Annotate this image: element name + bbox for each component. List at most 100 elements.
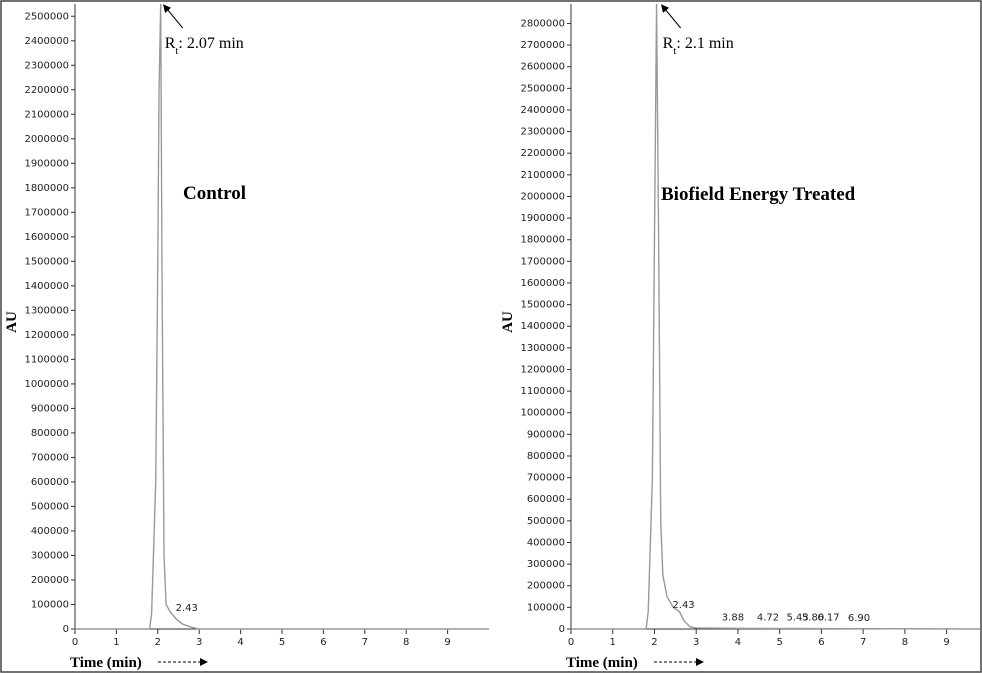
y-tick-label: 400000: [31, 526, 69, 537]
y-tick-label: 2400000: [520, 105, 565, 116]
peak-label: 2.43: [176, 603, 198, 614]
y-tick-label: 1300000: [520, 343, 565, 354]
chromatogram-line: [571, 3, 981, 630]
y-tick-label: 200000: [527, 581, 565, 592]
retention-arrow: [163, 4, 184, 29]
x-tick-label: 0: [72, 637, 78, 648]
x-tick-label: 2: [155, 637, 161, 648]
x-tick-label: 6: [320, 637, 326, 648]
y-tick-label: 1900000: [520, 213, 565, 224]
y-tick-label: 500000: [527, 516, 565, 527]
x-tick-label: 1: [113, 637, 119, 648]
peak-label: 6.17: [817, 613, 839, 624]
y-tick-label: 1000000: [520, 408, 565, 419]
y-tick-label: 1500000: [24, 256, 69, 267]
x-tick-label: 9: [943, 637, 949, 648]
y-tick-label: 1400000: [24, 281, 69, 292]
y-tick-label: 1600000: [520, 278, 565, 289]
y-tick-label: 600000: [527, 494, 565, 505]
x-tick-label: 8: [403, 637, 409, 648]
y-tick-label: 2100000: [24, 109, 69, 120]
y-tick-label: 600000: [31, 477, 69, 488]
y-tick-label: 0: [559, 624, 565, 635]
x-tick-label: 4: [735, 637, 741, 648]
y-tick-label: 2300000: [520, 127, 565, 138]
x-tick-label: 9: [444, 637, 450, 648]
y-tick-label: 2700000: [520, 40, 565, 51]
y-tick-label: 1000000: [24, 379, 69, 390]
y-tick-label: 1600000: [24, 232, 69, 243]
y-tick-label: 2000000: [520, 191, 565, 202]
retention-label: Rt: 2.1 min: [663, 35, 734, 57]
y-tick-label: 1700000: [24, 207, 69, 218]
retention-text: : 2.1 min: [676, 35, 733, 52]
retention-arrow: [661, 4, 682, 29]
y-tick-label: 700000: [31, 452, 69, 463]
panel-title: Control: [183, 183, 246, 204]
y-tick-label: 300000: [527, 559, 565, 570]
y-tick-label: 100000: [31, 599, 69, 610]
y-tick-label: 500000: [31, 501, 69, 512]
x-tick-label: 6: [818, 637, 824, 648]
y-tick-label: 1800000: [520, 235, 565, 246]
y-tick-label: 1200000: [24, 330, 69, 341]
peak-label: 5.80: [802, 613, 824, 624]
x-tick-label: 8: [902, 637, 908, 648]
y-tick-label: 1200000: [520, 364, 565, 375]
x-tick-label: 5: [279, 637, 285, 648]
y-tick-label: 2600000: [520, 62, 565, 73]
x-tick-label: 3: [693, 637, 699, 648]
x-tick-label: 7: [362, 637, 368, 648]
y-tick-label: 1300000: [24, 305, 69, 316]
y-tick-label: 2500000: [520, 83, 565, 94]
y-tick-label: 900000: [527, 429, 565, 440]
y-tick-label: 2100000: [520, 170, 565, 181]
x-axis-label: Time (min): [566, 655, 638, 671]
x-axis-label: Time (min): [70, 655, 142, 671]
chromatogram-line: [75, 3, 489, 630]
y-tick-label: 2200000: [24, 85, 69, 96]
retention-symbol: R: [663, 35, 674, 52]
retention-symbol: R: [165, 35, 176, 52]
x-tick-label: 1: [610, 637, 616, 648]
y-tick-label: 2400000: [24, 36, 69, 47]
panel-title: Biofield Energy Treated: [661, 184, 856, 205]
y-tick-label: 800000: [527, 451, 565, 462]
y-tick-label: 2800000: [520, 18, 565, 29]
y-tick-label: 1400000: [520, 321, 565, 332]
peak-label: 5.43: [786, 613, 808, 624]
retention-subscript: t: [175, 45, 178, 57]
y-tick-label: 2200000: [520, 148, 565, 159]
x-tick-label: 3: [196, 637, 202, 648]
y-tick-label: 2500000: [24, 11, 69, 22]
y-tick-label: 800000: [31, 428, 69, 439]
x-tick-label: 5: [776, 637, 782, 648]
y-tick-label: 400000: [527, 537, 565, 548]
peak-label: 3.88: [722, 612, 744, 623]
y-tick-label: 300000: [31, 550, 69, 561]
x-tick-label: 7: [860, 637, 866, 648]
y-tick-label: 2000000: [24, 134, 69, 145]
y-axis-label: AU: [4, 311, 20, 333]
y-tick-label: 1100000: [24, 354, 69, 365]
peak-label: 2.43: [672, 600, 694, 611]
y-tick-label: 2300000: [24, 60, 69, 71]
y-tick-label: 1900000: [24, 158, 69, 169]
y-tick-label: 1500000: [520, 300, 565, 311]
y-tick-label: 100000: [527, 602, 565, 613]
y-tick-label: 1100000: [520, 386, 565, 397]
peak-label: 6.90: [848, 613, 870, 624]
y-tick-label: 200000: [31, 575, 69, 586]
y-tick-label: 1800000: [24, 183, 69, 194]
retention-text: : 2.07 min: [178, 35, 243, 52]
y-tick-label: 1700000: [520, 256, 565, 267]
y-tick-label: 900000: [31, 403, 69, 414]
y-tick-label: 0: [63, 624, 69, 635]
x-tick-label: 0: [568, 637, 574, 648]
y-axis-label: AU: [500, 311, 516, 333]
peak-label: 4.72: [757, 612, 779, 623]
x-tick-label: 2: [651, 637, 657, 648]
retention-label: Rt: 2.07 min: [165, 35, 244, 57]
retention-subscript: t: [673, 45, 676, 57]
